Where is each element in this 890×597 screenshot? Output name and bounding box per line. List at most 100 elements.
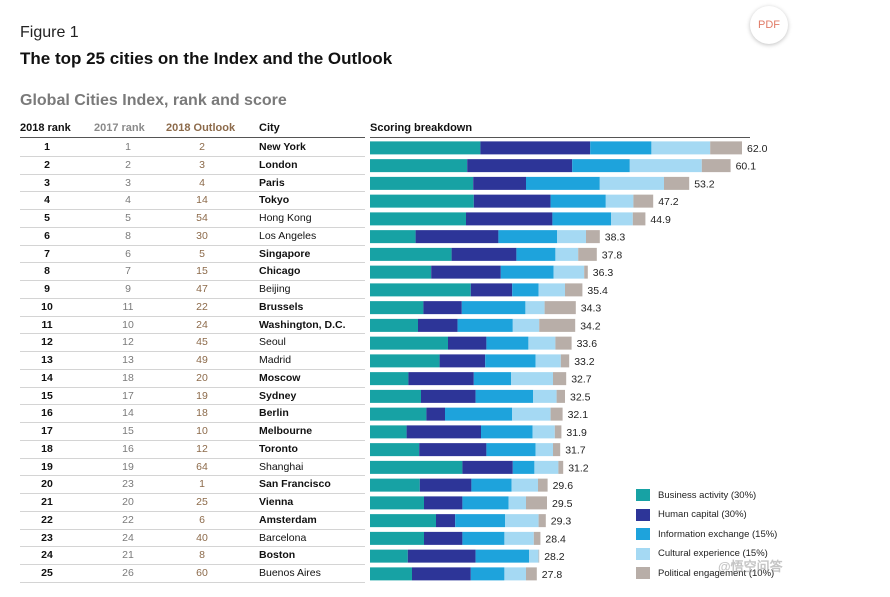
- rank-2018-cell: 22: [41, 513, 53, 526]
- rank-2017-cell: 1: [125, 141, 131, 153]
- bar-segment: [538, 549, 540, 563]
- bar-segment: [461, 301, 526, 315]
- table-row-divider: [20, 546, 365, 548]
- bar-segment: [578, 247, 597, 261]
- bar-segment: [508, 496, 526, 510]
- city-cell: San Francisco: [259, 478, 331, 491]
- rank-2018-cell: 5: [44, 212, 50, 224]
- bar-segment: [486, 443, 536, 457]
- city-cell: Los Angeles: [259, 229, 317, 242]
- bar-segment: [370, 443, 420, 457]
- total-score-label: 31.2: [568, 462, 589, 474]
- bar-segment: [421, 389, 476, 403]
- city-cell: Beijing: [259, 283, 291, 295]
- city-cell: Seoul: [259, 336, 286, 349]
- bar-segment: [466, 212, 553, 226]
- bar-segment: [471, 478, 512, 492]
- table-row-divider: [20, 244, 365, 246]
- rank-2017-cell: 9: [125, 283, 131, 295]
- bar-segment: [511, 478, 538, 492]
- outlook-2018-cell: 64: [196, 460, 208, 473]
- bar-segment: [565, 283, 583, 297]
- bar-segment: [370, 514, 436, 528]
- bar-segment: [475, 389, 534, 403]
- bar-segment: [505, 514, 539, 528]
- rank-2017-cell: 17: [122, 389, 134, 402]
- total-score-label: 44.9: [650, 214, 671, 226]
- table-row-divider: [20, 209, 365, 210]
- bar-segment: [544, 301, 576, 315]
- bar-segment: [426, 407, 445, 421]
- total-score-label: 29.5: [552, 498, 573, 510]
- city-cell: Madrid: [259, 354, 292, 366]
- bar-segment: [408, 372, 474, 386]
- city-cell: Vienna: [259, 496, 294, 508]
- bar-segment: [370, 478, 420, 492]
- city-cell: Shanghai: [259, 460, 304, 473]
- bar-segment: [533, 531, 541, 545]
- legend-item: Information exchange (15%): [636, 526, 777, 542]
- bar-segment: [415, 230, 499, 244]
- bar-segment: [512, 318, 540, 332]
- bar-segment: [550, 194, 606, 208]
- city-cell: Washington, D.C.: [259, 318, 346, 331]
- bar-segment: [553, 372, 567, 386]
- legend-label: Information exchange (15%): [658, 528, 778, 540]
- rank-2017-cell: 4: [125, 194, 131, 207]
- rank-2018-cell: 2: [44, 158, 50, 171]
- bar-segment: [504, 531, 534, 545]
- total-score-label: 47.2: [658, 196, 679, 208]
- bar-segment: [516, 247, 556, 261]
- bar-segment: [555, 336, 572, 350]
- bar-segment: [470, 283, 513, 297]
- total-score-label: 28.4: [545, 533, 566, 545]
- bar-segment: [553, 265, 585, 279]
- rank-2018-cell: 24: [41, 549, 53, 562]
- outlook-2018-cell: 8: [199, 549, 205, 562]
- bar-segment: [611, 212, 633, 226]
- rank-2017-cell: 19: [122, 460, 134, 473]
- rank-2017-cell: 7: [125, 265, 131, 278]
- bar-segment: [370, 159, 468, 173]
- rank-2017-cell: 6: [125, 247, 131, 260]
- rank-2018-cell: 9: [44, 283, 50, 295]
- city-cell: Berlin: [259, 407, 289, 420]
- rank-2018-cell: 3: [44, 176, 50, 189]
- outlook-2018-cell: 47: [196, 283, 208, 295]
- rank-2018-cell: 25: [41, 567, 53, 579]
- bar-segment: [370, 549, 408, 563]
- table-row-divider: [20, 155, 365, 157]
- bar-segment: [535, 354, 561, 368]
- total-score-label: 33.6: [577, 338, 598, 350]
- city-cell: Melbourne: [259, 425, 313, 437]
- rank-2018-cell: 4: [44, 194, 50, 207]
- table-row-divider: [20, 351, 365, 352]
- bar-segment: [485, 354, 536, 368]
- bar-segment: [445, 407, 513, 421]
- bar-segment: [538, 478, 548, 492]
- header-2018-outlook: 2018 Outlook: [166, 122, 236, 134]
- figure-title: The top 25 cities on the Index and the O…: [20, 49, 393, 68]
- total-score-label: 29.3: [551, 516, 572, 528]
- bar-segment: [370, 141, 481, 155]
- city-cell: Tokyo: [259, 194, 290, 207]
- total-score-label: 32.1: [568, 409, 589, 421]
- legend-swatch: [636, 528, 650, 540]
- rank-2017-cell: 15: [122, 425, 134, 437]
- bar-segment: [701, 159, 731, 173]
- bar-segment: [370, 318, 418, 332]
- bar-segment: [370, 372, 409, 386]
- pdf-download-button[interactable]: PDF: [750, 6, 788, 44]
- bar-segment: [370, 354, 440, 368]
- bar-segment: [525, 301, 545, 315]
- bar-segment: [710, 141, 742, 155]
- bar-segment: [424, 531, 463, 545]
- rank-2017-cell: 14: [122, 407, 134, 420]
- outlook-2018-cell: 18: [196, 407, 208, 420]
- bar-segment: [550, 407, 563, 421]
- rank-2018-cell: 10: [41, 300, 53, 313]
- pdf-button-label: PDF: [758, 19, 780, 31]
- table-row-divider: [20, 226, 365, 228]
- bar-segment: [451, 247, 517, 261]
